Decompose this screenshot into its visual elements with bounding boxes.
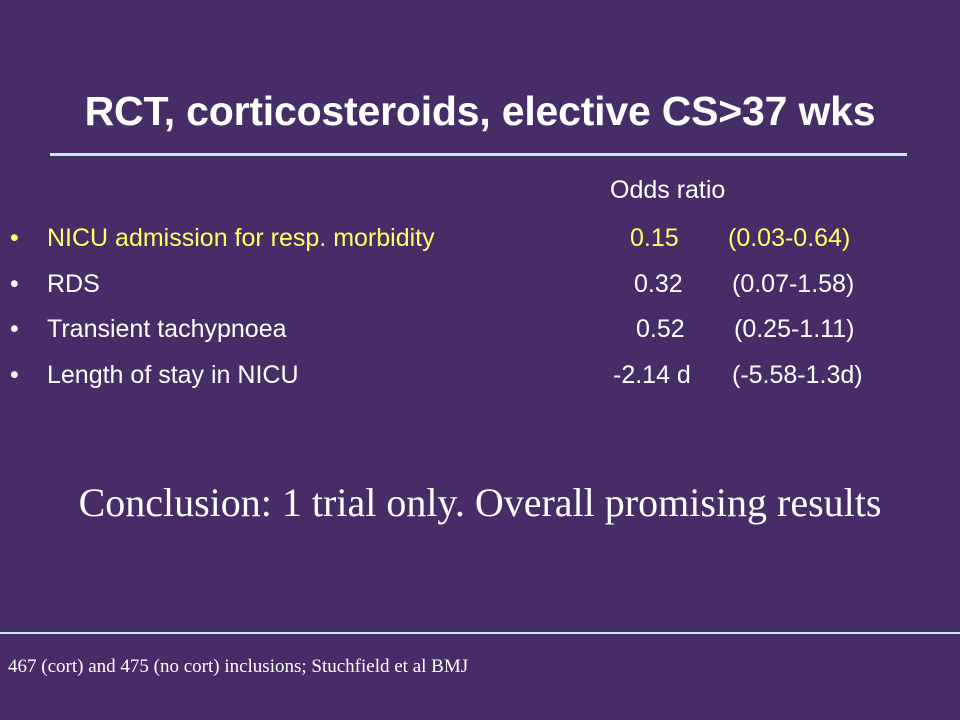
bullet-icon: • [10,224,19,252]
source-footnote: 467 (cort) and 475 (no cort) inclusions;… [8,656,469,677]
row-odds-ratio: 0.52 [636,315,685,343]
row-label: NICU admission for resp. morbidity [47,224,435,252]
row-confidence-interval: (-5.58-1.3d) [732,361,863,389]
row-confidence-interval: (0.25-1.11) [734,315,855,343]
row-odds-ratio: -2.14 d [613,361,691,389]
title-divider [50,153,907,156]
row-confidence-interval: (0.03-0.64) [728,224,851,252]
row-label: Length of stay in NICU [47,361,299,389]
result-row-transient-tachypnoea: • Transient tachypnoea 0.52 (0.25-1.11) [0,315,960,355]
result-row-nicu-admission: • NICU admission for resp. morbidity 0.1… [0,224,960,264]
bullet-icon: • [10,270,19,298]
row-odds-ratio: 0.15 [630,224,679,252]
result-row-length-of-stay: • Length of stay in NICU -2.14 d (-5.58-… [0,361,960,401]
bullet-icon: • [10,315,19,343]
odds-ratio-column-header: Odds ratio [610,176,726,204]
row-label: Transient tachypnoea [47,315,287,343]
footer-divider [0,632,960,634]
result-row-rds: • RDS 0.32 (0.07-1.58) [0,270,960,310]
slide-title: RCT, corticosteroids, elective CS>37 wks [84,88,876,134]
row-label: RDS [47,270,100,298]
bullet-icon: • [10,361,19,389]
row-odds-ratio: 0.32 [634,270,683,298]
conclusion-text: Conclusion: 1 trial only. Overall promis… [78,480,882,525]
row-confidence-interval: (0.07-1.58) [732,270,855,298]
